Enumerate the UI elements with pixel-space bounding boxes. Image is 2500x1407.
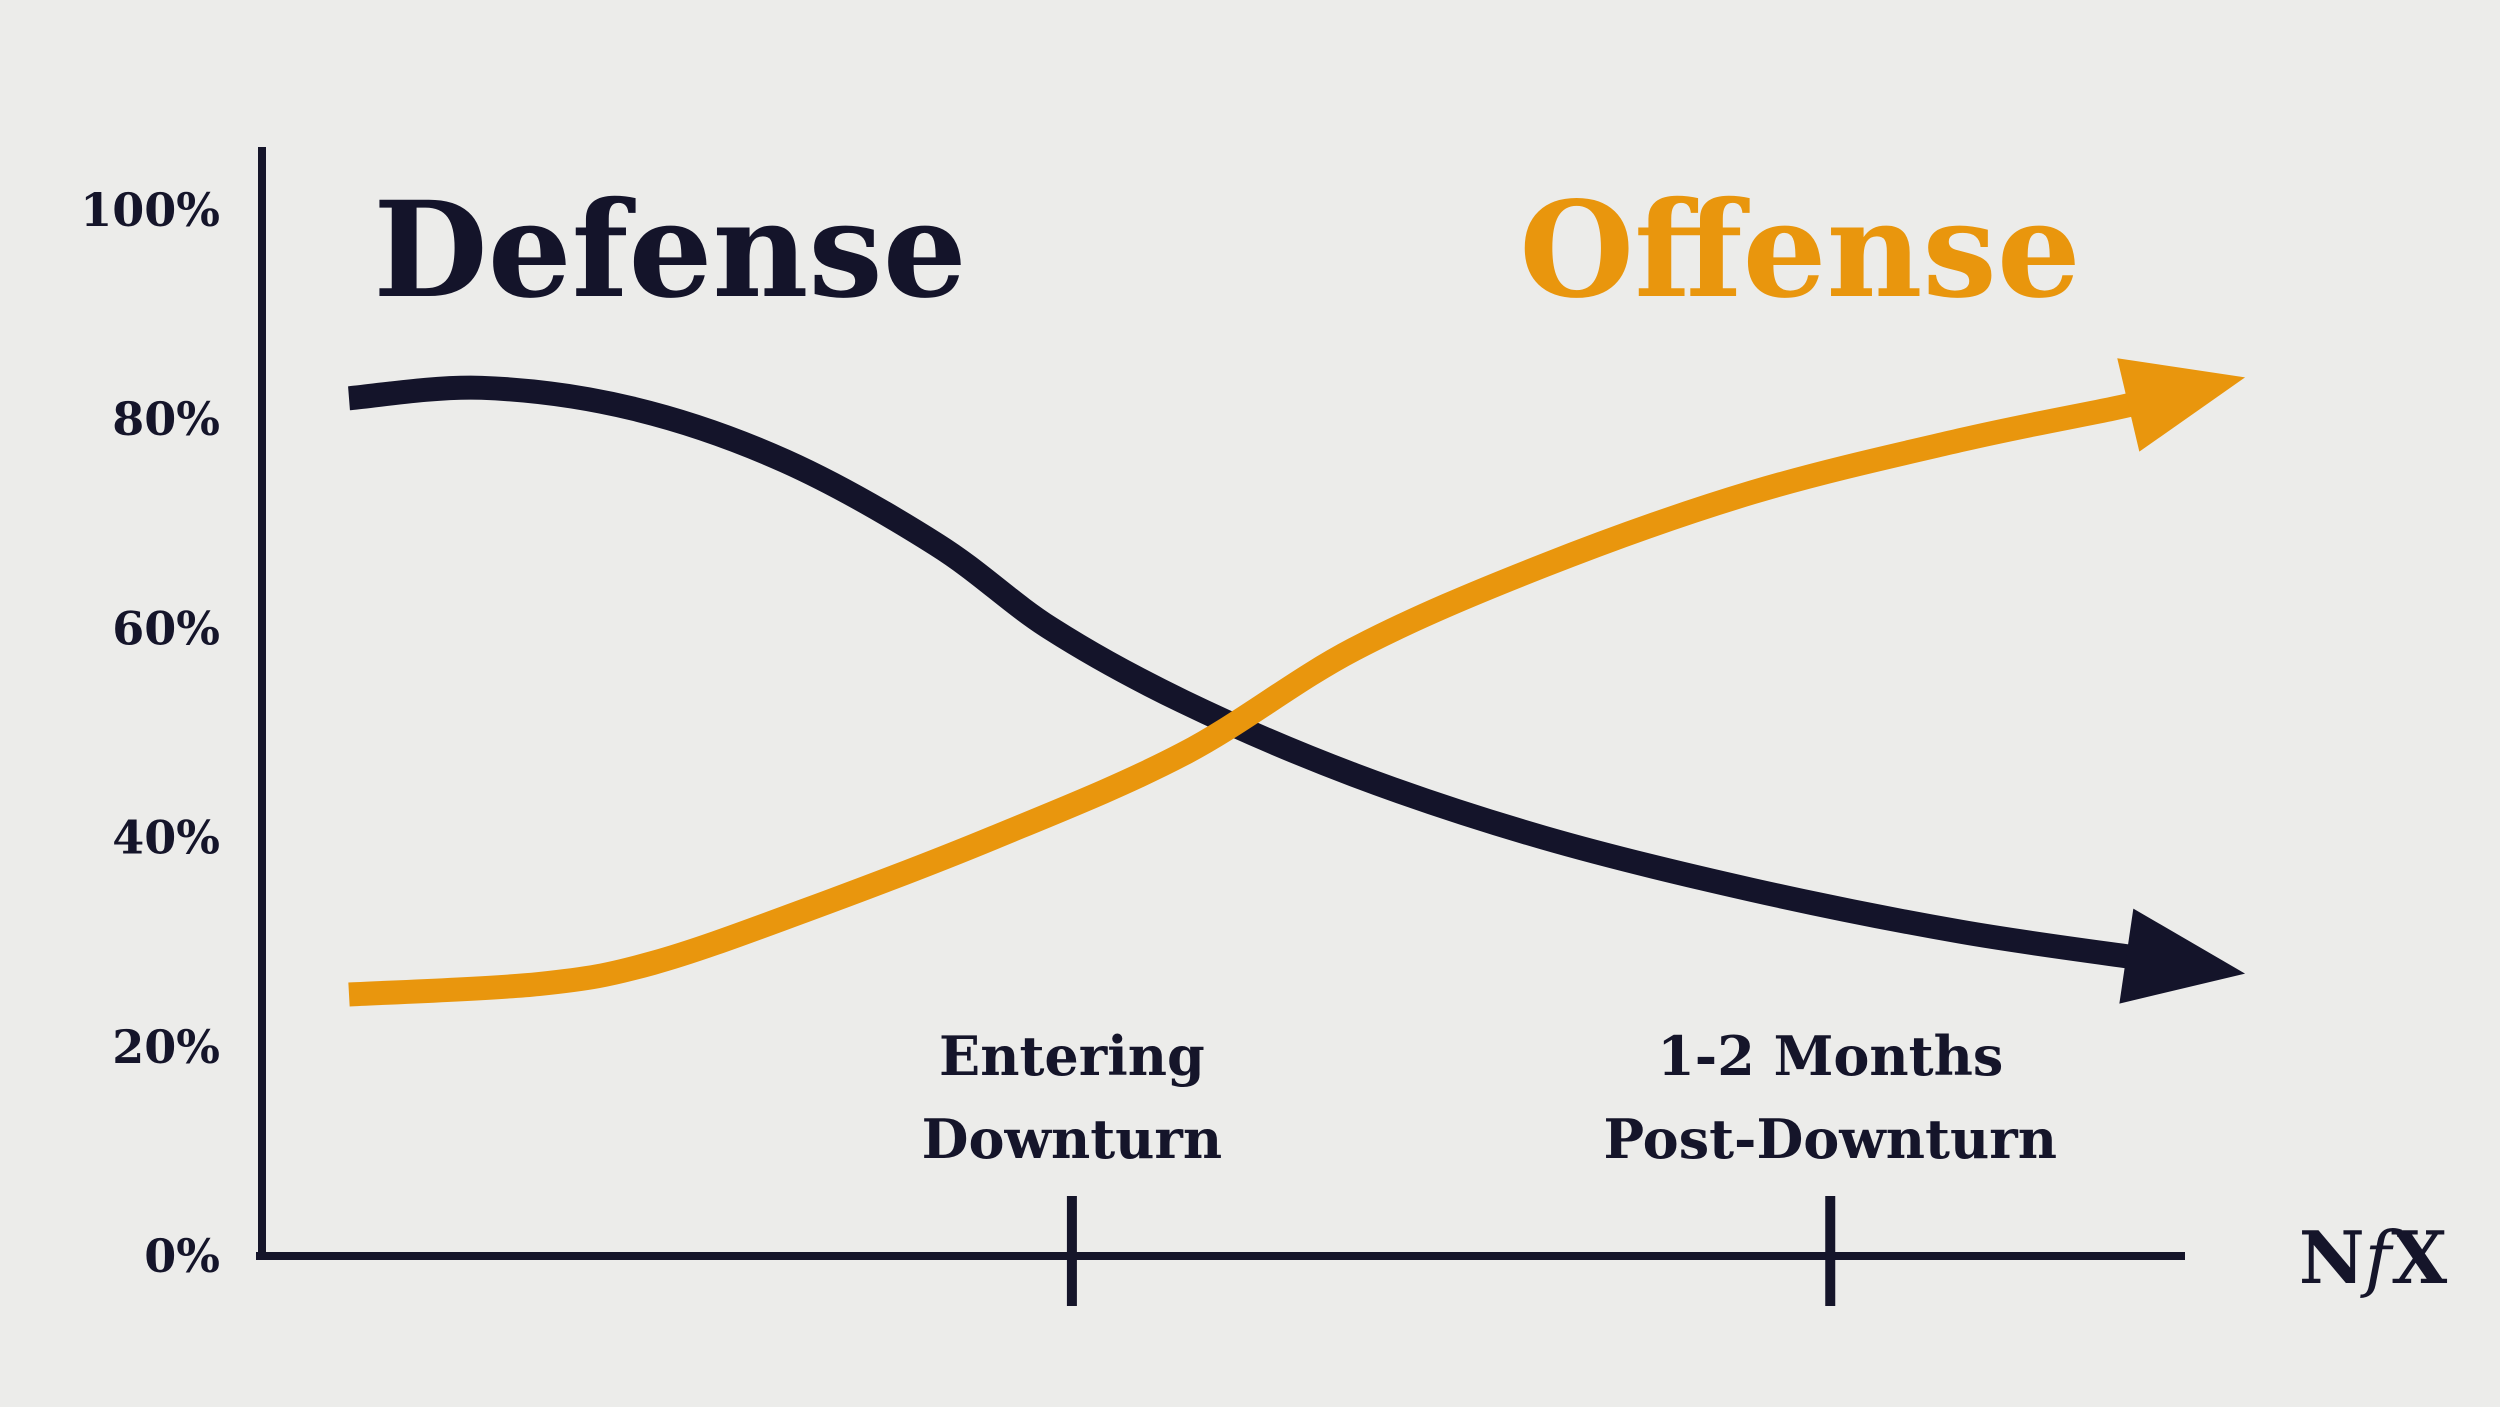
x-marker-label: Post-Downturn [1604, 1107, 2057, 1171]
series-label-offense: Offense [1519, 173, 2081, 328]
arrowhead-offense [2117, 358, 2246, 452]
series-label-defense: Defense [373, 173, 966, 328]
x-marker-label: Entering [939, 1024, 1205, 1088]
y-tick-label: 0% [144, 1229, 220, 1283]
y-tick-label: 60% [112, 601, 220, 655]
y-tick-label: 80% [112, 392, 220, 446]
series-line-defense [347, 375, 2146, 971]
y-tick-label: 100% [80, 183, 220, 237]
nfx-logo: NfX [2299, 1215, 2447, 1300]
series-line-offense [348, 389, 2149, 1007]
y-tick-label: 40% [112, 811, 220, 865]
arrowhead-defense [2119, 908, 2246, 1004]
x-marker-label: Downturn [922, 1107, 1223, 1171]
x-marker-label: 1-2 Months [1657, 1024, 2003, 1088]
y-tick-label: 20% [112, 1020, 220, 1074]
